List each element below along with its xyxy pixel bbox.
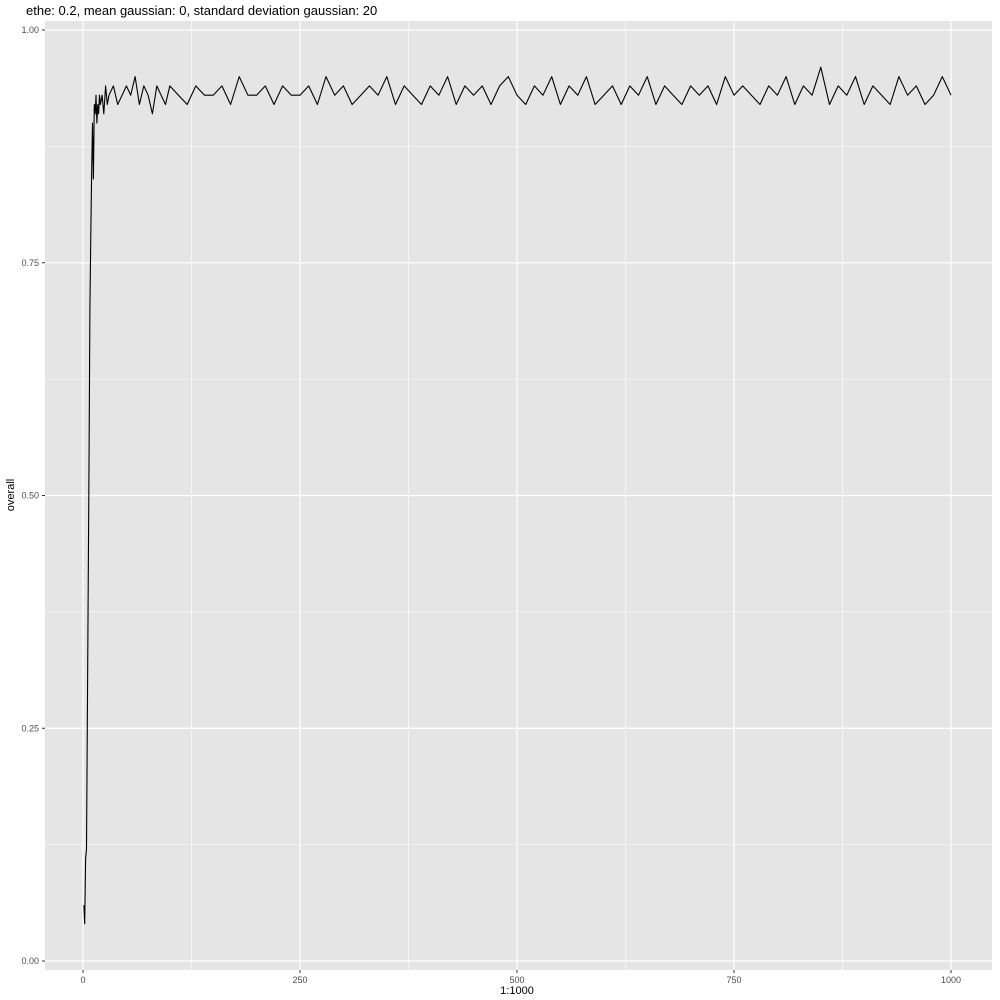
y-tick-label: 0.50: [21, 491, 39, 501]
series-line: [83, 66, 952, 925]
x-tick-label: 250: [292, 975, 307, 985]
y-axis-title: overall: [5, 479, 17, 511]
x-tick-label: 1000: [941, 975, 961, 985]
x-tick-label: 0: [80, 975, 85, 985]
x-axis: 0 250 500 750 1000: [80, 970, 961, 985]
x-axis-title: 1:1000: [500, 985, 534, 997]
x-tick-label: 500: [509, 975, 524, 985]
y-tick-label: 0.25: [21, 723, 39, 733]
x-tick-label: 750: [726, 975, 741, 985]
y-axis: 0.00 0.25 0.50 0.75 1.00: [21, 25, 45, 966]
y-tick-label: 0.75: [21, 258, 39, 268]
major-gridlines: [45, 21, 992, 970]
y-tick-label: 1.00: [21, 25, 39, 35]
chart-title: ethe: 0.2, mean gaussian: 0, standard de…: [26, 3, 377, 18]
y-tick-label: 0.00: [21, 956, 39, 966]
